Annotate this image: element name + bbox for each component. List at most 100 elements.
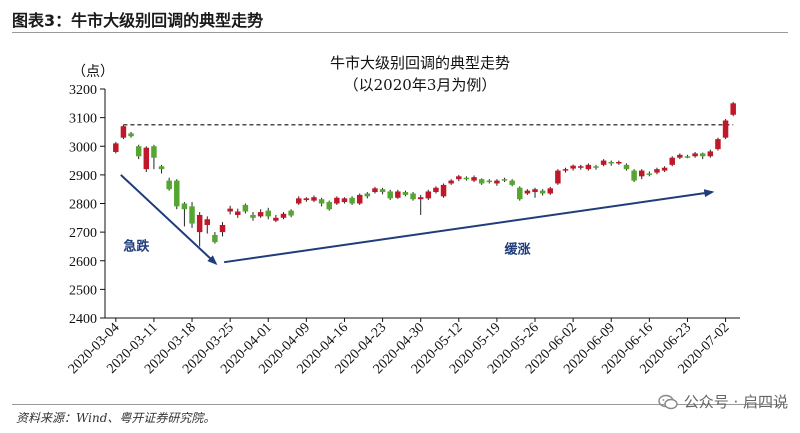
candle-up — [456, 176, 462, 180]
candle-up — [722, 120, 729, 138]
y-axis-unit-label: （点） — [72, 64, 114, 80]
candle-up — [257, 212, 264, 217]
candle-up — [494, 180, 500, 184]
candle-up — [303, 198, 310, 201]
y-tick-label: 3200 — [69, 83, 97, 98]
candle-down — [387, 191, 393, 199]
candle-up — [280, 213, 287, 218]
y-tick-label: 2900 — [69, 169, 97, 184]
candle-down — [349, 197, 355, 204]
y-tick-label: 2600 — [69, 255, 97, 270]
candle-down — [364, 193, 371, 197]
annotation-label: 缓涨 — [505, 242, 531, 258]
candle-down — [189, 206, 195, 224]
figure-title: 图表3：牛市大级别回调的典型走势 — [12, 11, 264, 30]
candle-down — [478, 179, 485, 184]
candle-up — [235, 211, 241, 215]
bottom-divider — [12, 404, 788, 405]
candle-up — [555, 170, 561, 184]
candle-down — [242, 204, 249, 212]
candle-up — [120, 126, 127, 138]
candle-up — [113, 143, 119, 152]
candle-up — [471, 177, 477, 181]
candle-up — [578, 166, 584, 168]
candle-up — [448, 180, 454, 184]
candle-up — [616, 161, 622, 164]
candle-down — [250, 214, 256, 218]
top-divider — [12, 32, 788, 33]
candle-up — [585, 164, 592, 170]
trend-arrows — [120, 174, 715, 265]
candle-up — [440, 184, 447, 197]
candle-up — [532, 189, 538, 193]
candle-down — [326, 202, 332, 210]
source-note: 资料来源：Wind、粤开证券研究院。 — [16, 411, 216, 425]
candle-down — [135, 146, 142, 157]
candle-up — [433, 187, 439, 193]
candle-down — [181, 203, 188, 210]
y-axis: 2400 2500 2600 2700 2800 2900 3000 3100 3200 — [69, 83, 106, 327]
candle-down — [608, 161, 614, 164]
candle-down — [509, 180, 515, 185]
candle-up — [570, 165, 576, 169]
candle-down — [631, 170, 637, 181]
watermark-text: 公众号 · 启四说 — [683, 393, 788, 411]
chart-title: 牛市大级别回调的典型走势 — [330, 54, 510, 72]
candle-down — [318, 199, 325, 204]
y-tick-label: 2700 — [69, 226, 97, 241]
candle-down — [288, 210, 294, 216]
candle-down — [539, 190, 546, 194]
candle-down — [402, 192, 409, 195]
candle-up — [143, 147, 150, 170]
candle-up — [196, 214, 203, 233]
candle-up — [654, 169, 660, 173]
candle-up — [638, 170, 645, 177]
candle-down — [174, 180, 180, 207]
candle-down — [501, 179, 508, 181]
candlestick-chart: 牛市大级别回调的典型走势 （以2020年3月为例） （点） 2400 2500 26… — [66, 54, 740, 377]
candle-down — [166, 180, 172, 190]
candle-down — [623, 164, 630, 170]
candle-up — [417, 197, 424, 200]
candle-down — [158, 166, 165, 170]
y-tick-label: 2500 — [69, 283, 97, 298]
candle-up — [524, 190, 531, 194]
wechat-icon — [657, 394, 678, 409]
y-tick-label: 3100 — [69, 112, 97, 127]
candle-up — [562, 169, 569, 171]
candle-up — [334, 197, 340, 204]
y-tick-label: 3000 — [69, 140, 97, 155]
y-tick-label: 2400 — [69, 312, 97, 327]
decline-arrow — [120, 174, 218, 265]
candle-down — [151, 146, 157, 158]
candle-down — [646, 173, 653, 175]
chart-subtitle: （以2020年3月为例） — [344, 76, 497, 94]
candle-up — [219, 224, 226, 233]
candle-up — [311, 197, 317, 201]
candle-up — [547, 188, 554, 194]
y-tick-label: 2800 — [69, 198, 97, 213]
candle-down — [593, 166, 599, 168]
candle-up — [356, 194, 363, 204]
candle-up — [273, 217, 279, 221]
candle-down — [486, 180, 493, 183]
candle-down — [128, 133, 134, 137]
candle-down — [699, 153, 706, 157]
annotations: 急跌 缓涨 — [123, 239, 530, 258]
candle-up — [425, 191, 432, 199]
candle-down — [212, 234, 218, 243]
candle-up — [661, 167, 668, 171]
candle-down — [684, 156, 691, 158]
candle-up — [669, 157, 675, 165]
candle-down — [265, 210, 271, 217]
candle-up — [730, 103, 736, 115]
candle-up — [295, 198, 302, 204]
candle-down — [379, 189, 386, 193]
candle-down — [463, 177, 470, 180]
candle-down — [410, 193, 416, 200]
candles-group — [113, 101, 736, 247]
candle-up — [372, 188, 378, 193]
watermark: 公众号 · 启四说 — [657, 391, 788, 412]
candle-up — [600, 160, 607, 165]
annotation-label: 急跌 — [123, 239, 150, 255]
